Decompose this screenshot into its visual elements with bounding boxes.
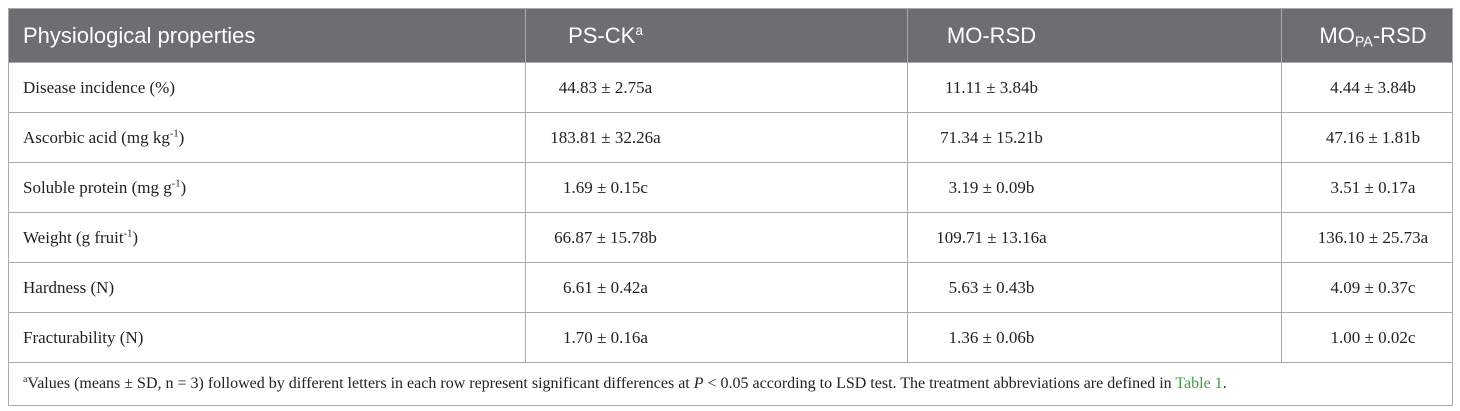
column-header: Physiological properties	[8, 8, 526, 63]
table-cell: 3.51 ± 0.17a	[1281, 162, 1453, 213]
superscript: -1	[123, 228, 133, 240]
header-row: Physiological properties PS-CKa MO-RSD MOPA…	[8, 8, 1453, 63]
table-cell: 136.10 ± 25.73a	[1281, 212, 1453, 263]
cell-text: Fracturability (N)	[23, 327, 144, 347]
column-header: MO-RSD	[907, 8, 1282, 63]
table-row: Fracturability (N) 1.70 ± 0.16a 1.36 ± 0.0…	[8, 312, 1453, 363]
superscript: a	[23, 374, 28, 386]
table-cell: 5.63 ± 0.43b	[907, 262, 1282, 313]
row-label: Weight (g fruit-1)	[8, 212, 526, 263]
superscript: -1	[169, 128, 179, 140]
table-link[interactable]: Table 1	[1175, 375, 1223, 392]
row-label: Ascorbic acid (mg kg-1)	[8, 112, 526, 163]
subscript: PA	[1354, 34, 1373, 51]
cell-text: )	[180, 177, 187, 197]
table-row: Disease incidence (%) 44.83 ± 2.75a 11.11 …	[8, 62, 1453, 113]
cell-text: Weight (g fruit	[23, 227, 124, 247]
cell-text: )	[132, 227, 139, 247]
row-label: Hardness (N)	[8, 262, 526, 313]
table-cell: 4.44 ± 3.84b	[1281, 62, 1453, 113]
cell-text: PS-CK	[568, 22, 636, 48]
cell-text: Ascorbic acid (mg kg	[23, 127, 170, 147]
footnote: aValues (means ± SD, n = 3) followed by …	[8, 362, 1453, 406]
footnote-row: aValues (means ± SD, n = 3) followed by …	[8, 362, 1453, 406]
cell-text: Disease incidence (%)	[23, 77, 175, 97]
cell-text: -RSD	[1372, 22, 1427, 48]
table-cell: 6.61 ± 0.42a	[525, 262, 908, 313]
table-cell: 1.00 ± 0.02c	[1281, 312, 1453, 363]
data-table: Physiological properties PS-CKa MO-RSD MOPA…	[8, 8, 1453, 406]
table-cell: 44.83 ± 2.75a	[525, 62, 908, 113]
table-cell: 109.71 ± 13.16a	[907, 212, 1282, 263]
table-cell: 11.11 ± 3.84b	[907, 62, 1282, 113]
row-label: Disease incidence (%)	[8, 62, 526, 113]
table-cell: 1.69 ± 0.15c	[525, 162, 908, 213]
table-cell: 4.09 ± 0.37c	[1281, 262, 1453, 313]
table-row: Soluble protein (mg g-1) 1.69 ± 0.15c 3.19…	[8, 162, 1453, 213]
row-label: Fracturability (N)	[8, 312, 526, 363]
cell-text: Physiological properties	[23, 22, 256, 48]
superscript: -1	[171, 178, 181, 190]
table-cell: 71.34 ± 15.21b	[907, 112, 1282, 163]
table-cell: 183.81 ± 32.26a	[525, 112, 908, 163]
footnote-text: Values (means ± SD, n = 3) followed by d…	[27, 375, 694, 392]
table-cell: 1.70 ± 0.16a	[525, 312, 908, 363]
row-label: Soluble protein (mg g-1)	[8, 162, 526, 213]
column-header: MOPA-RSD	[1281, 8, 1453, 63]
column-header: PS-CKa	[525, 8, 908, 63]
table-row: Hardness (N) 6.61 ± 0.42a 5.63 ± 0.43b 4.09…	[8, 262, 1453, 313]
cell-text: Soluble protein (mg g	[23, 177, 172, 197]
footnote-text: < 0.05 according to LSD test. The treatm…	[703, 375, 1176, 392]
footnote-text: .	[1222, 375, 1227, 392]
cell-text: Hardness (N)	[23, 277, 115, 297]
superscript: a	[635, 22, 643, 38]
table-cell: 66.87 ± 15.78b	[525, 212, 908, 263]
cell-text: )	[178, 127, 185, 147]
italic-text: P	[693, 375, 704, 392]
table-row: Ascorbic acid (mg kg-1) 183.81 ± 32.26a 71…	[8, 112, 1453, 163]
cell-text: MO	[1319, 22, 1355, 48]
table-cell: 1.36 ± 0.06b	[907, 312, 1282, 363]
cell-text: MO-RSD	[946, 22, 1037, 48]
table-cell: 3.19 ± 0.09b	[907, 162, 1282, 213]
table-row: Weight (g fruit-1) 66.87 ± 15.78b 109.71 ±…	[8, 212, 1453, 263]
table-cell: 47.16 ± 1.81b	[1281, 112, 1453, 163]
